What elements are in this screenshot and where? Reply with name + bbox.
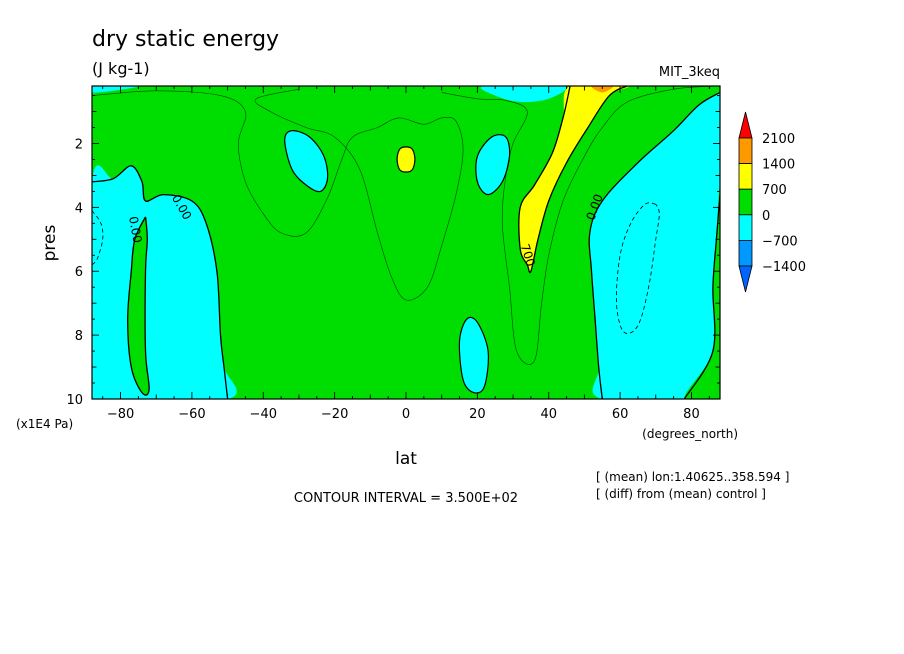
contour-interval-footer: CONTOUR INTERVAL = 3.500E+02 bbox=[294, 491, 518, 506]
mean-note: [ (mean) lon:1.40625..358.594 ] bbox=[596, 470, 789, 484]
y-tick-label: 8 bbox=[75, 329, 83, 344]
y-axis-units: (x1E4 Pa) bbox=[16, 417, 73, 431]
contour-dashed-right bbox=[615, 202, 660, 334]
contour-dashed-left bbox=[92, 210, 104, 266]
y-tick-label: 4 bbox=[75, 201, 83, 216]
contour-lines bbox=[92, 86, 720, 399]
diff-note: [ (diff) from (mean) control ] bbox=[596, 487, 766, 501]
contour-zero-line-nh bbox=[588, 91, 720, 399]
region-center-yellow bbox=[397, 146, 415, 173]
outline-blob-lower bbox=[458, 316, 489, 394]
colorbar-under-arrow bbox=[738, 265, 753, 293]
contour-line-700 bbox=[518, 86, 628, 274]
x-tick-label: 60 bbox=[612, 407, 629, 422]
x-axis-label: lat bbox=[395, 449, 417, 469]
x-tick-label: 20 bbox=[469, 407, 486, 422]
outline-blob-left bbox=[284, 130, 329, 193]
colorbar-swatch bbox=[738, 188, 753, 216]
colorbar-swatch bbox=[738, 214, 753, 241]
y-tick-label: 10 bbox=[66, 393, 83, 408]
region-nh-positive-lobe bbox=[684, 187, 720, 399]
x-tick-label: 0 bbox=[402, 407, 410, 422]
outline-center-yellow bbox=[396, 146, 416, 173]
contour-label-3: 700 bbox=[518, 242, 538, 268]
region-orange-top bbox=[591, 86, 614, 93]
region-nh-negative bbox=[589, 86, 720, 399]
x-tick-label: −20 bbox=[321, 407, 348, 422]
region-blob-right bbox=[475, 134, 510, 195]
colorbar-label: 1400 bbox=[762, 158, 795, 173]
chart-title: dry static energy bbox=[92, 27, 279, 52]
x-tick-label: −60 bbox=[178, 407, 205, 422]
colorbar-swatch bbox=[738, 137, 753, 165]
colorbar-label: −1400 bbox=[762, 260, 806, 275]
outline-blob-right bbox=[475, 134, 511, 196]
colorbar-over-arrow bbox=[738, 111, 753, 139]
x-axis-units: (degrees_north) bbox=[642, 427, 738, 441]
y-axis: 2 4 6 8 10 bbox=[66, 95, 720, 408]
colorbar-label: 700 bbox=[762, 183, 787, 198]
contour-thin-350-right bbox=[441, 86, 720, 365]
x-tick-label: 80 bbox=[683, 407, 700, 422]
colorbar-label: 0 bbox=[762, 209, 770, 224]
region-sh-positive-tongue bbox=[127, 216, 150, 396]
region-upper-yellow bbox=[518, 86, 629, 273]
dataset-label: MIT_3keq bbox=[659, 65, 720, 80]
colorbar: 2100 1400 700 0 −700 −1400 bbox=[738, 111, 806, 293]
colorbar-label: 2100 bbox=[762, 132, 795, 147]
x-tick-label: 40 bbox=[540, 407, 557, 422]
y-tick-label: 6 bbox=[75, 265, 83, 280]
region-top-center-negative bbox=[480, 86, 567, 103]
contour-thin-350-left bbox=[92, 88, 464, 301]
colorbar-swatch bbox=[738, 239, 753, 267]
contour-zero-line-sh-tongue bbox=[127, 216, 150, 396]
region-top-left-negative bbox=[92, 86, 139, 93]
colorbar-label: −700 bbox=[762, 234, 798, 249]
x-tick-label: −80 bbox=[107, 407, 134, 422]
x-axis: −80 −60 −40 −20 0 20 40 60 80 bbox=[102, 86, 710, 422]
region-blob-left bbox=[284, 130, 328, 192]
chart-units: (J kg-1) bbox=[92, 59, 150, 78]
colorbar-swatch bbox=[738, 163, 753, 190]
region-blob-lower bbox=[459, 317, 489, 394]
y-axis-label: pres bbox=[40, 225, 60, 262]
y-tick-label: 2 bbox=[75, 137, 83, 152]
contour-zero-line-nh-lobe bbox=[683, 194, 720, 399]
contour-label-0: 0.00 bbox=[126, 215, 144, 244]
contour-zero-line-sh bbox=[92, 165, 229, 399]
x-tick-label: −40 bbox=[250, 407, 277, 422]
